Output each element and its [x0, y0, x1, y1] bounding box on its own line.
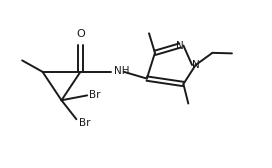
Text: Br: Br	[89, 90, 100, 100]
Text: Br: Br	[79, 118, 90, 128]
Text: N: N	[192, 60, 199, 70]
Text: NH: NH	[114, 66, 130, 76]
Text: N: N	[176, 40, 184, 51]
Text: O: O	[76, 29, 85, 39]
